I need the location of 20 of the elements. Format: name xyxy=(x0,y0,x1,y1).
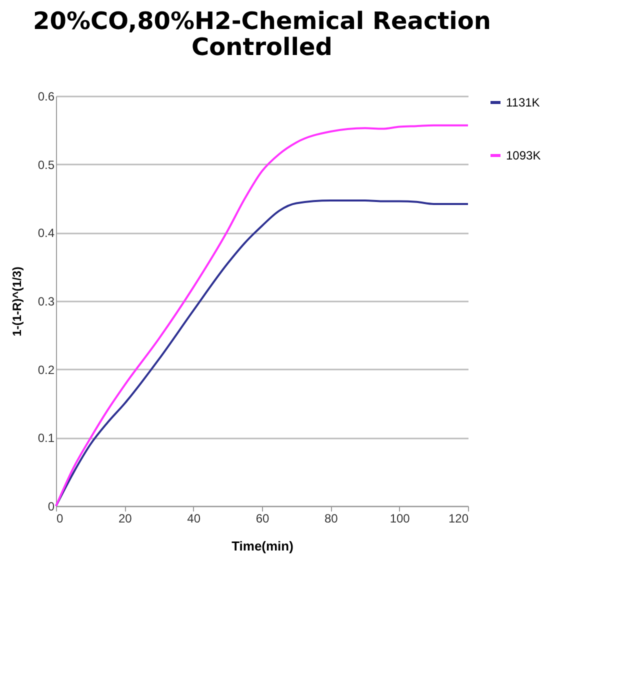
y-tick-label: 0.2 xyxy=(38,362,55,377)
x-tick-label: 20 xyxy=(118,512,132,526)
legend-label: 1093K xyxy=(506,148,541,162)
y-tick-label: 0.4 xyxy=(38,226,55,240)
x-tick-label: 100 xyxy=(390,512,410,526)
y-tick-label: 0.1 xyxy=(38,431,55,446)
text: Controlled xyxy=(192,33,332,61)
y-tick-label: 0.3 xyxy=(38,294,55,308)
x-axis-title: Time(min) xyxy=(232,538,294,554)
x-tick-label: 80 xyxy=(324,512,338,526)
legend-label: 1131K xyxy=(506,96,540,110)
x-tick-label: 40 xyxy=(187,512,201,526)
x-tick-label: 0 xyxy=(56,512,64,526)
text: 20%CO,80%H2-Chemical Reaction xyxy=(33,7,491,35)
x-tick-label: 60 xyxy=(256,512,270,526)
y-axis-title: 1-(1-R)^(1/3) xyxy=(10,266,24,336)
y-tick-label: 0.5 xyxy=(38,158,55,172)
x-tick-label: 120 xyxy=(448,512,469,526)
y-tick-label: 0 xyxy=(48,500,55,514)
y-tick-label: 0.6 xyxy=(38,90,55,104)
